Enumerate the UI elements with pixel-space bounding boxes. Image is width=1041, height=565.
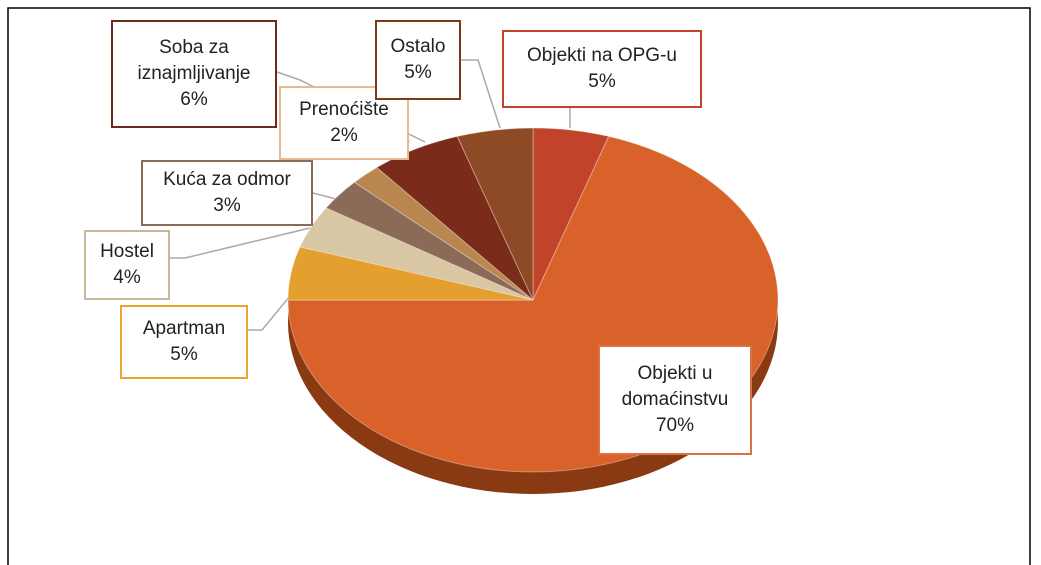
label-name: Ostalo — [390, 36, 446, 57]
pie-slice — [287, 246, 534, 301]
label-name: Prenoćište — [299, 99, 389, 120]
data-label: Ostalo 5% — [375, 20, 461, 100]
label-value: 3% — [213, 195, 241, 216]
data-label: Kuća za odmor 3% — [141, 160, 313, 226]
data-label: Hostel 4% — [84, 230, 170, 300]
label-name: Soba za iznajmljivanje — [137, 37, 251, 84]
label-name: Objekti u domaćinstvu — [621, 363, 729, 410]
data-label: Objekti u domaćinstvu 70% — [598, 345, 752, 455]
frame — [7, 7, 1031, 565]
label-value: 5% — [588, 71, 616, 92]
pie-slice — [353, 166, 534, 301]
pie-slice — [456, 127, 534, 301]
label-value: 2% — [330, 125, 358, 146]
data-label: Soba za iznajmljivanje 6% — [111, 20, 277, 128]
label-value: 5% — [404, 62, 432, 83]
pie-slice — [532, 127, 610, 301]
data-label: Prenoćište 2% — [279, 86, 409, 160]
pie-slice — [375, 135, 534, 301]
label-name: Hostel — [100, 241, 154, 262]
label-value: 5% — [170, 344, 198, 365]
data-label: Apartman 5% — [120, 305, 248, 379]
label-name: Apartman — [142, 318, 226, 339]
data-label: Objekti na OPG-u 5% — [502, 30, 702, 108]
label-value: 70% — [655, 415, 695, 436]
pie-slice — [299, 207, 534, 301]
label-value: 6% — [180, 89, 208, 110]
label-name: Objekti na OPG-u — [527, 45, 677, 66]
label-value: 4% — [113, 267, 141, 288]
label-name: Kuća za odmor — [163, 169, 291, 190]
pie-slice — [325, 181, 534, 301]
